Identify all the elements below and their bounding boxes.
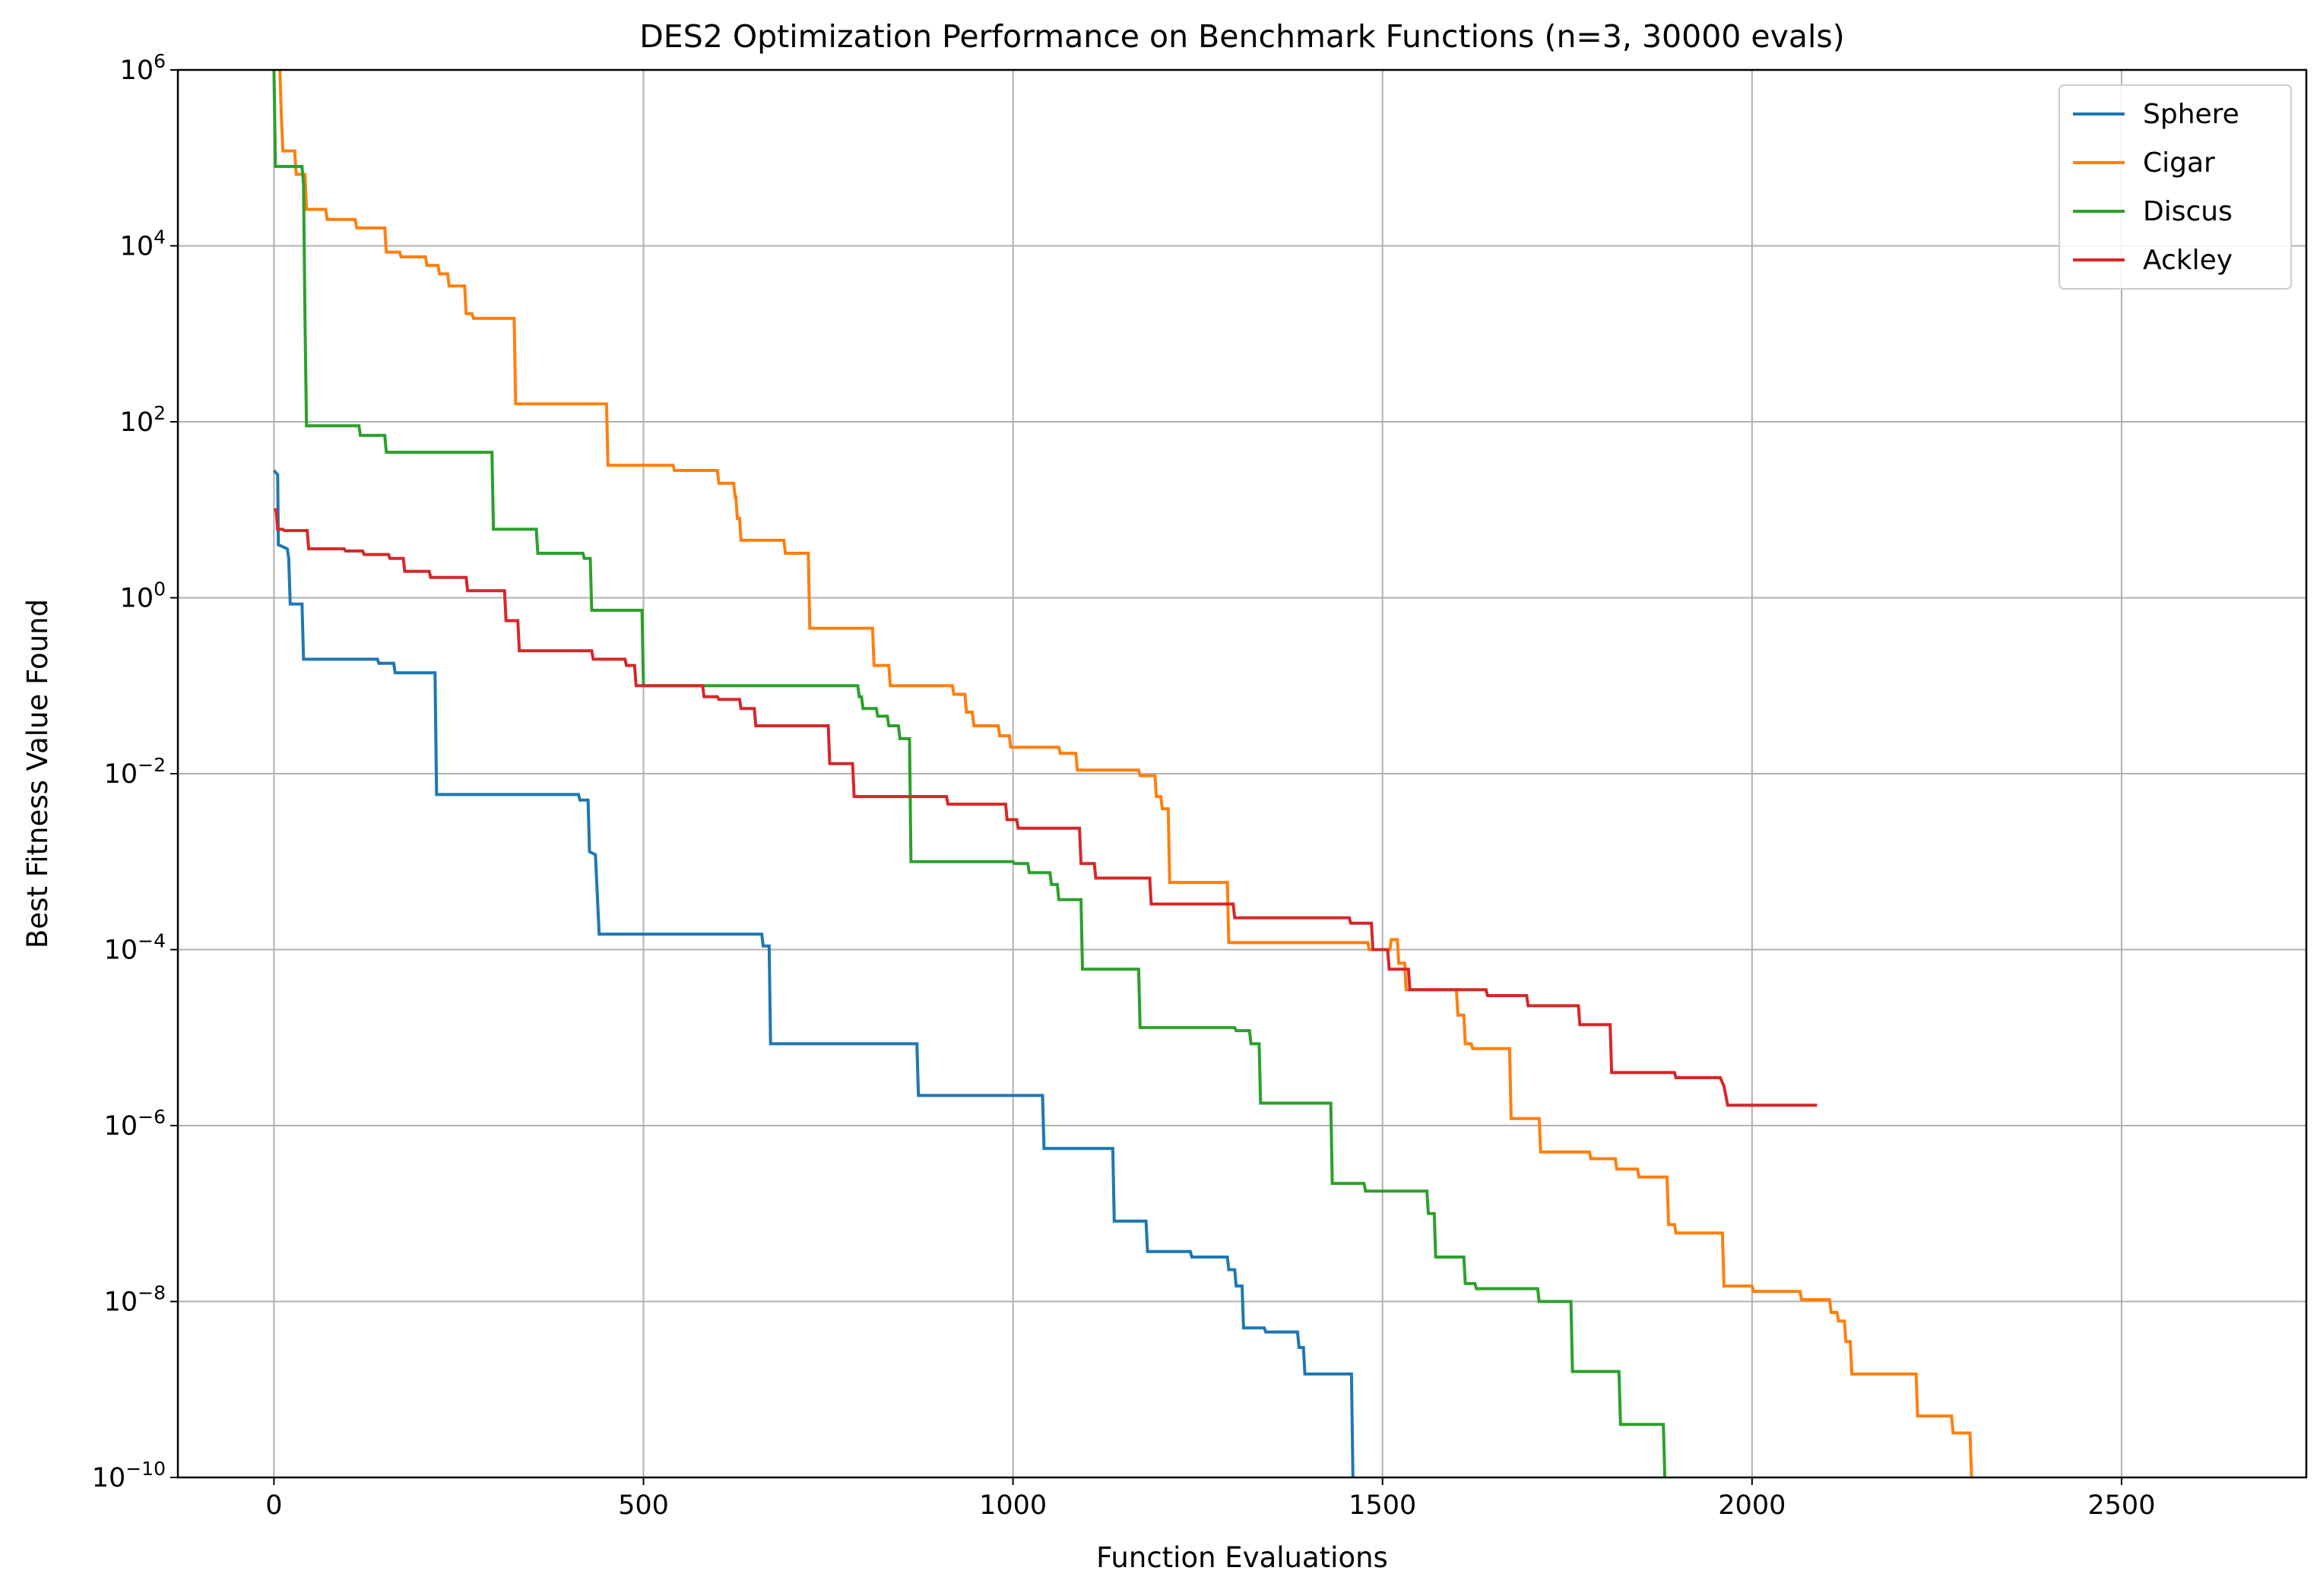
series-line-ackley: [274, 508, 1818, 1107]
y-tick-base: 10: [120, 232, 154, 262]
y-tick-label: 104: [120, 226, 166, 262]
y-tick-exponent: 4: [154, 226, 166, 249]
x-tick-label: 1000: [979, 1490, 1047, 1521]
y-tick-base: 10: [120, 407, 154, 438]
y-tick-base: 10: [92, 1463, 126, 1493]
y-tick-base: 10: [120, 584, 154, 614]
legend-label-cigar: Cigar: [2143, 147, 2215, 179]
y-tick-label: 10−10: [92, 1458, 166, 1493]
legend-label-sphere: Sphere: [2143, 99, 2239, 130]
y-tick-exponent: 0: [154, 578, 166, 600]
y-tick-label: 102: [120, 402, 166, 438]
series-line-discus: [272, 70, 1667, 1477]
legend-label-ackley: Ackley: [2143, 245, 2233, 276]
y-tick-base: 10: [104, 936, 138, 966]
legend-label-discus: Discus: [2143, 196, 2233, 227]
y-tick-base: 10: [104, 1287, 138, 1318]
legend: Sphere Cigar Discus Ackley: [2059, 84, 2292, 290]
x-tick-label: 500: [618, 1490, 669, 1521]
y-tick-base: 10: [104, 759, 138, 790]
y-tick-exponent: −8: [138, 1282, 166, 1304]
y-tick-label: 10−4: [104, 930, 166, 966]
x-tick-label: 2500: [2087, 1490, 2155, 1521]
series-line-sphere: [272, 469, 1355, 1477]
series-lines: [272, 70, 1973, 1477]
y-axis-label: Best Fitness Value Found: [21, 599, 54, 948]
y-tick-exponent: −6: [138, 1106, 166, 1128]
y-tick-label: 10−6: [104, 1106, 166, 1142]
chart-title: DES2 Optimization Performance on Benchma…: [639, 18, 1845, 55]
x-tick-label: 2000: [1718, 1490, 1786, 1521]
y-tick-exponent: −4: [138, 930, 166, 952]
series-line-cigar: [278, 70, 1973, 1477]
y-tick-label: 10−2: [104, 754, 166, 790]
y-tick-label: 100: [120, 578, 166, 614]
y-tick-label: 10−8: [104, 1282, 166, 1318]
legend-box: [2059, 84, 2292, 290]
y-tick-base: 10: [104, 1111, 138, 1142]
y-tick-label: 106: [120, 50, 166, 86]
x-tick-label: 1500: [1349, 1490, 1416, 1521]
y-tick-exponent: 2: [154, 402, 166, 424]
x-axis-ticks: 0 500 1000 1500 2000 2500: [265, 1477, 2155, 1521]
x-tick-label: 0: [265, 1490, 282, 1521]
y-tick-base: 10: [120, 55, 154, 86]
x-axis-label: Function Evaluations: [1096, 1541, 1388, 1574]
y-tick-exponent: 6: [154, 50, 166, 72]
y-tick-exponent: −10: [125, 1458, 166, 1480]
y-tick-exponent: −2: [138, 754, 166, 776]
